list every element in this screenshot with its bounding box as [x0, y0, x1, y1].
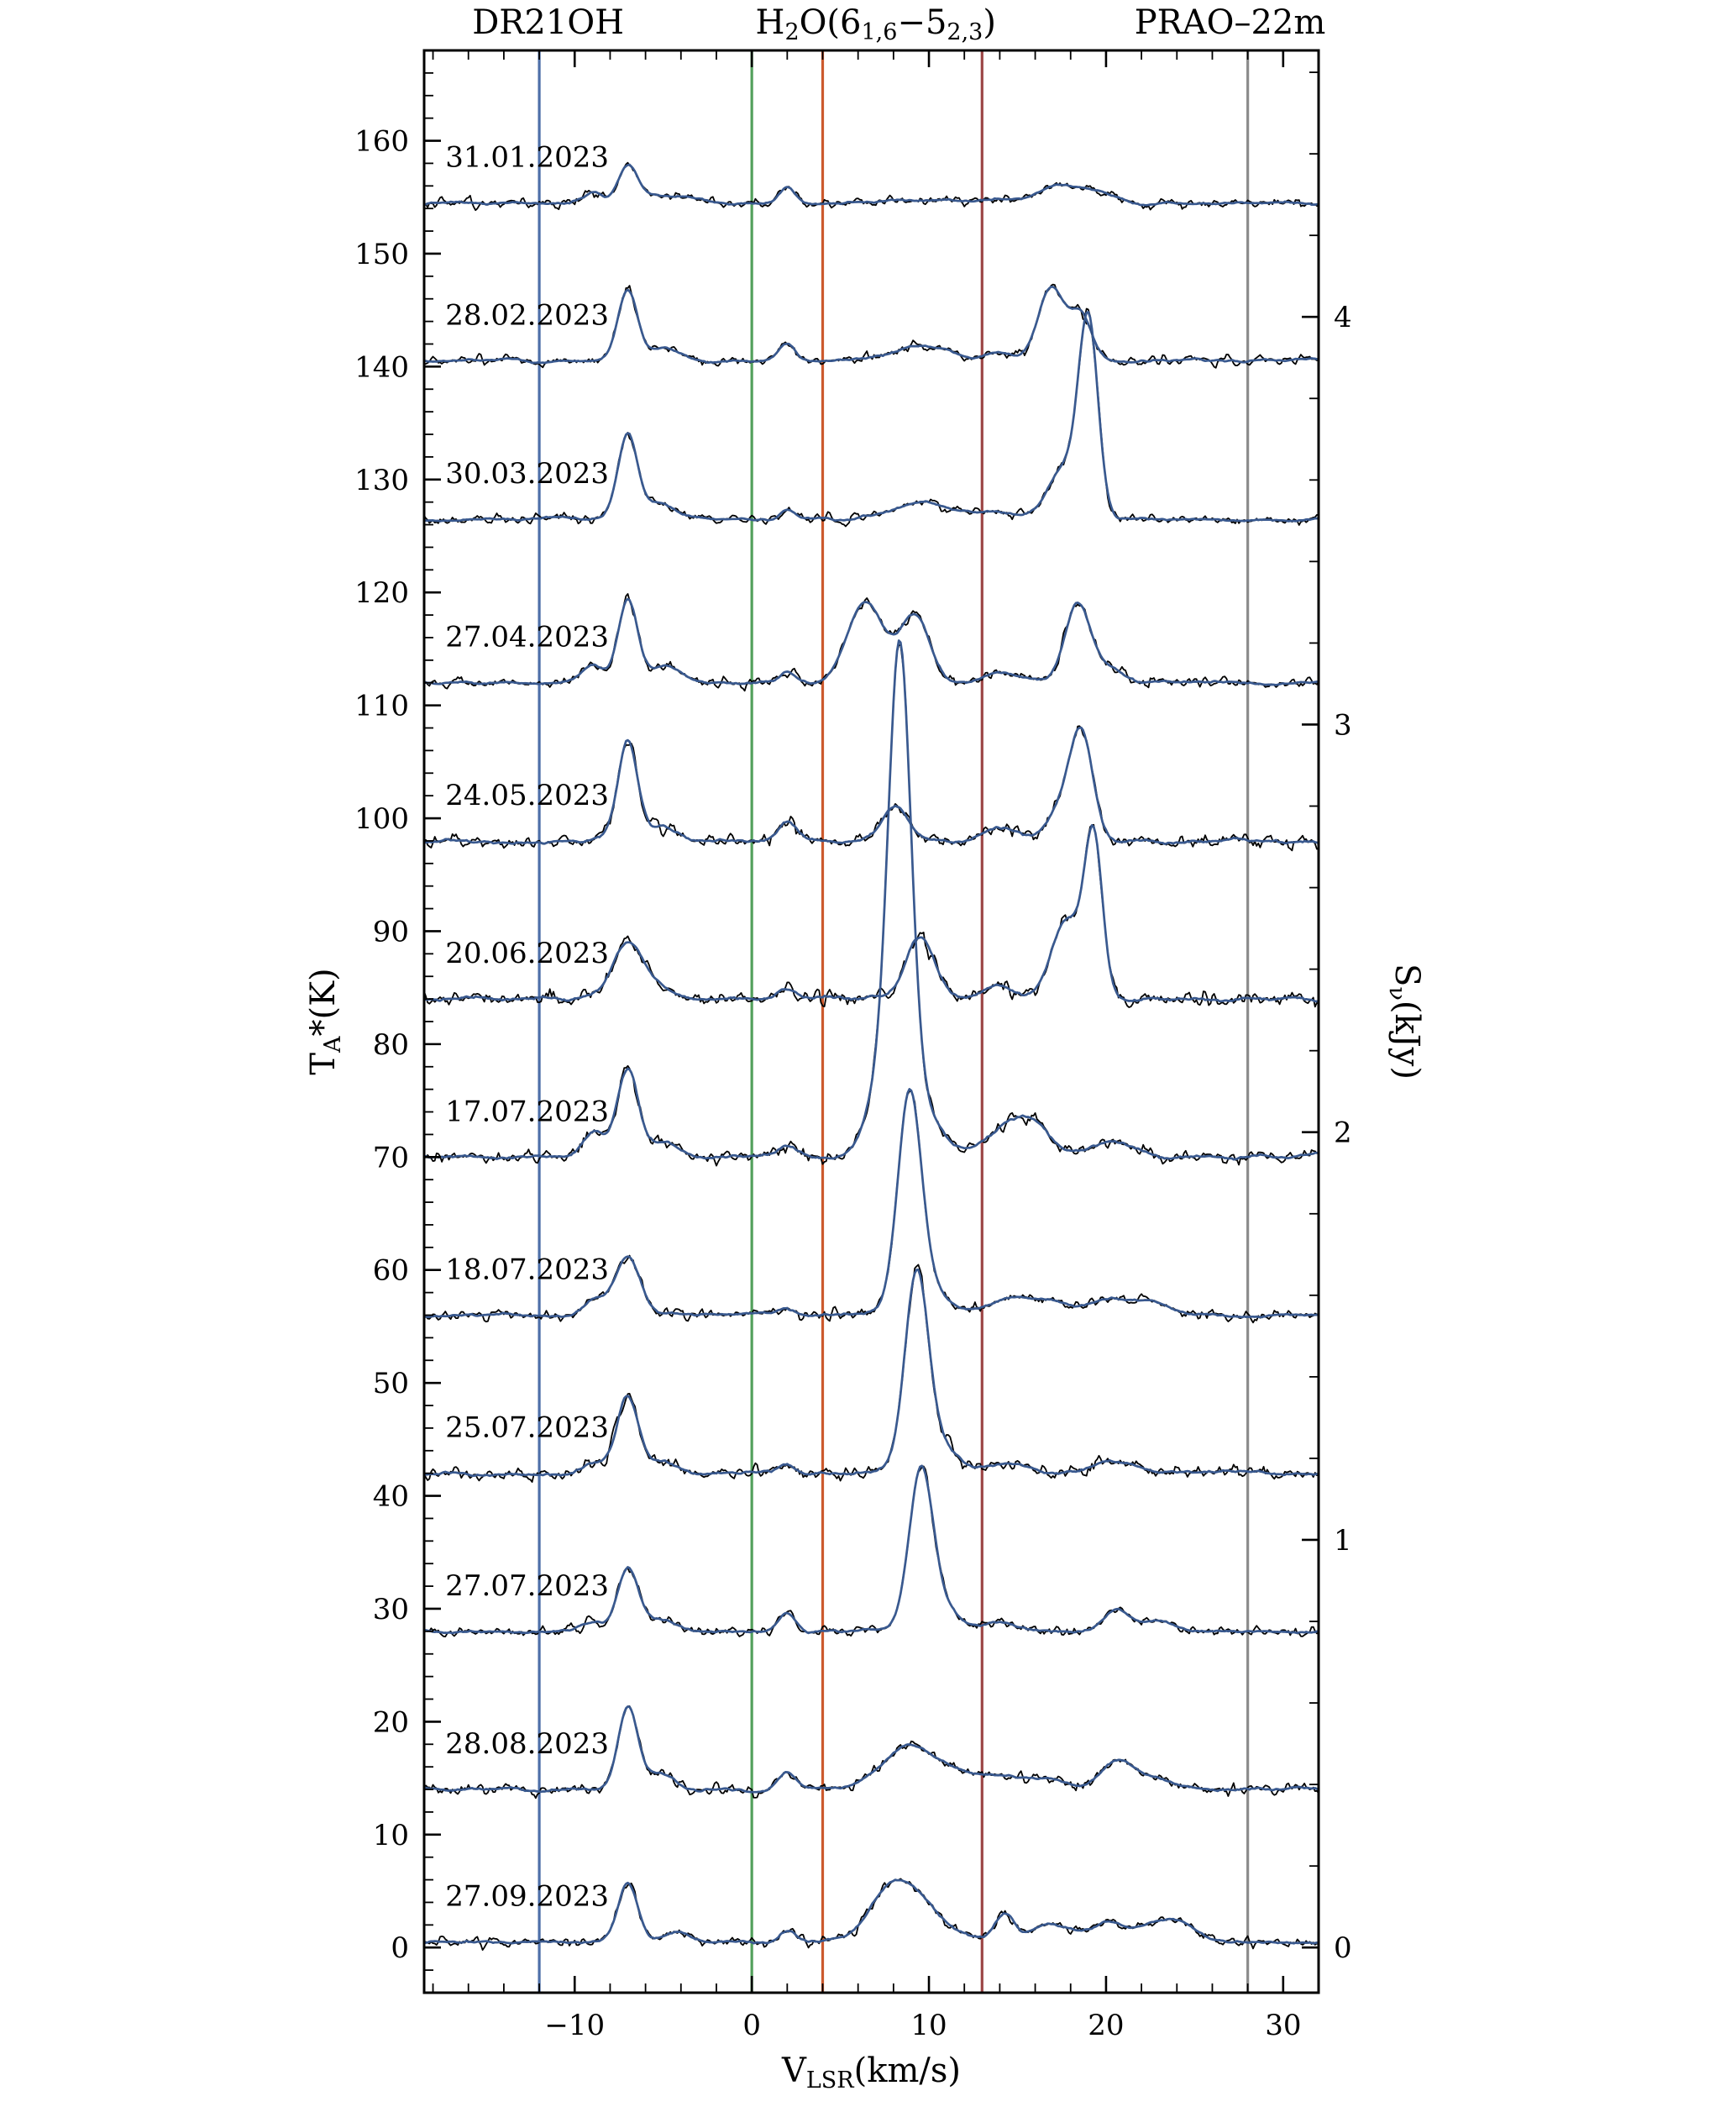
- y-right-tick-label: 1: [1334, 1524, 1352, 1558]
- y-right-tick-label: 3: [1334, 708, 1352, 742]
- spectrum-fit-27.07.2023: [424, 1464, 1319, 1635]
- y-axis-label-right: Sν(kJy): [1384, 964, 1426, 1080]
- y-left-tick-label: 30: [373, 1593, 409, 1626]
- spectrum-fit-28.02.2023: [424, 285, 1319, 365]
- epoch-date-label: 31.01.2023: [445, 140, 609, 174]
- spectrum-observed-24.05.2023: [424, 725, 1319, 852]
- y-left-tick-label: 100: [354, 802, 409, 836]
- y-left-tick-label: 120: [354, 576, 409, 610]
- spectrum-fit-31.01.2023: [424, 163, 1319, 207]
- epoch-date-label: 20.06.2023: [445, 937, 609, 970]
- spectrum-fit-18.07.2023: [424, 1088, 1319, 1319]
- spectrum-fit-28.08.2023: [424, 1705, 1319, 1794]
- epoch-date-label: 27.07.2023: [445, 1569, 609, 1603]
- y-left-tick-label: 40: [373, 1480, 409, 1514]
- y-right-tick-label: 4: [1334, 301, 1352, 334]
- spectrum-fit-30.03.2023: [424, 311, 1319, 523]
- y-left-tick-label: 20: [373, 1705, 409, 1739]
- spectrum-fit-20.06.2023: [424, 824, 1319, 1003]
- spectra-layer: [424, 161, 1319, 1951]
- y-left-tick-label: 80: [373, 1028, 409, 1062]
- y-left-tick-label: 150: [354, 238, 409, 271]
- y-left-tick-label: 90: [373, 915, 409, 948]
- epoch-date-label: 25.07.2023: [445, 1411, 609, 1445]
- x-tick-label: 20: [1088, 2009, 1124, 2042]
- transition-title: H2O(61,6−52,3): [756, 3, 996, 45]
- y-left-tick-label: 0: [391, 1931, 409, 1965]
- y-left-tick-label: 70: [373, 1141, 409, 1174]
- epoch-date-label: 27.04.2023: [445, 621, 609, 654]
- spectrum-fit-27.09.2023: [424, 1878, 1319, 1945]
- epoch-date-label: 27.09.2023: [445, 1879, 609, 1913]
- spectrum-fit-24.05.2023: [424, 726, 1319, 845]
- y-left-tick-label: 10: [373, 1819, 409, 1852]
- spectrum-fit-27.04.2023: [424, 597, 1319, 686]
- y-left-tick-label: 60: [373, 1254, 409, 1288]
- spectrum-fit-17.07.2023: [424, 639, 1319, 1161]
- epoch-date-label: 24.05.2023: [445, 779, 609, 812]
- y-left-tick-label: 160: [354, 125, 409, 159]
- source-title: DR21OH: [472, 3, 624, 42]
- y-left-tick-label: 130: [354, 464, 409, 497]
- epoch-date-label: 17.07.2023: [445, 1095, 609, 1128]
- x-tick-label: 10: [910, 2009, 947, 2042]
- x-axis-label: VLSR(km/s): [781, 2052, 961, 2094]
- epoch-date-label: 18.07.2023: [445, 1253, 609, 1286]
- epoch-date-label: 30.03.2023: [445, 457, 609, 491]
- x-tick-label: 30: [1265, 2009, 1301, 2042]
- telescope-title: PRAO–22m: [1135, 3, 1326, 42]
- x-tick-label: 0: [742, 2009, 761, 2042]
- y-left-tick-label: 50: [373, 1367, 409, 1400]
- epoch-date-label: 28.08.2023: [445, 1727, 609, 1761]
- y-axis-label-left: TA*(K): [304, 968, 346, 1074]
- y-left-tick-label: 140: [354, 350, 409, 384]
- velocity-markers: [538, 50, 1250, 1993]
- epoch-labels: 31.01.2023 28.02.2023 30.03.2023 27.04.2023…: [445, 140, 609, 1913]
- epoch-date-label: 28.02.2023: [445, 299, 609, 333]
- y-left-tick-label: 110: [354, 690, 409, 723]
- y-right-tick-label: 0: [1334, 1931, 1352, 1965]
- y-right-tick-label: 2: [1334, 1116, 1352, 1150]
- x-tick-label: −10: [544, 2009, 605, 2042]
- axis-ticks: [424, 50, 1319, 1994]
- spectrum-fit-25.07.2023: [424, 1269, 1319, 1478]
